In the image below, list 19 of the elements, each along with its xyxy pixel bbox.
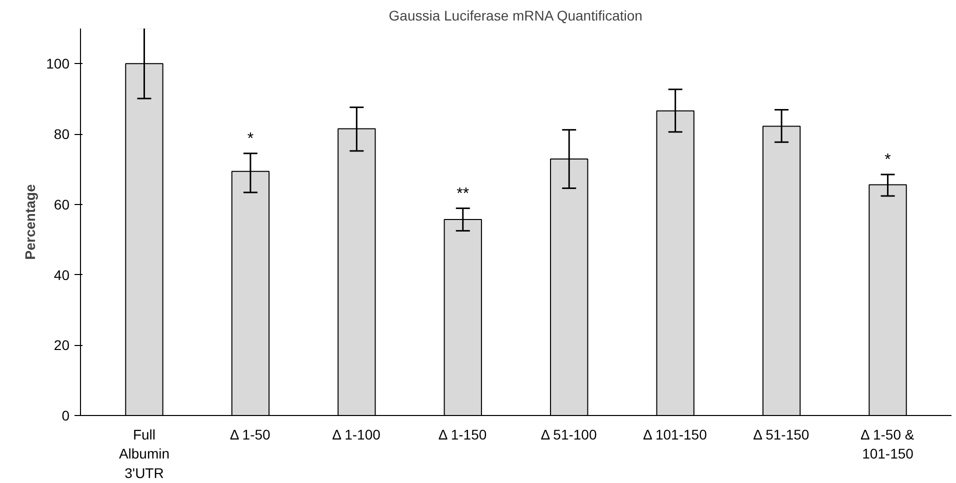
- x-tick-label: Δ 1-50 & 101-150: [860, 426, 915, 462]
- y-tick-label: 60: [54, 196, 70, 212]
- chart-title: Gaussia Luciferase mRNA Quantification: [388, 8, 642, 24]
- y-tick-label: 80: [54, 126, 70, 142]
- x-tick-label: Full Albumin 3'UTR: [118, 426, 170, 481]
- y-tick-label: 100: [46, 56, 70, 72]
- y-tick-label: 40: [54, 266, 70, 283]
- annotation: **: [456, 185, 470, 202]
- y-tick-label: 20: [54, 337, 70, 354]
- y-axis-title: Percentage: [22, 184, 38, 260]
- annotation: *: [247, 130, 254, 148]
- x-tick-label: Δ 1-150: [438, 426, 487, 442]
- x-tick-label: Δ 1-50: [230, 426, 271, 442]
- annotation: *: [884, 152, 891, 169]
- x-tick-label: Δ 51-150: [753, 426, 810, 442]
- x-tick-label: Δ 101-150: [643, 426, 708, 442]
- y-tick-label: 0: [62, 408, 70, 424]
- x-tick-label: Δ 1-100: [332, 426, 381, 442]
- x-tick-label: Δ 51-100: [540, 426, 597, 442]
